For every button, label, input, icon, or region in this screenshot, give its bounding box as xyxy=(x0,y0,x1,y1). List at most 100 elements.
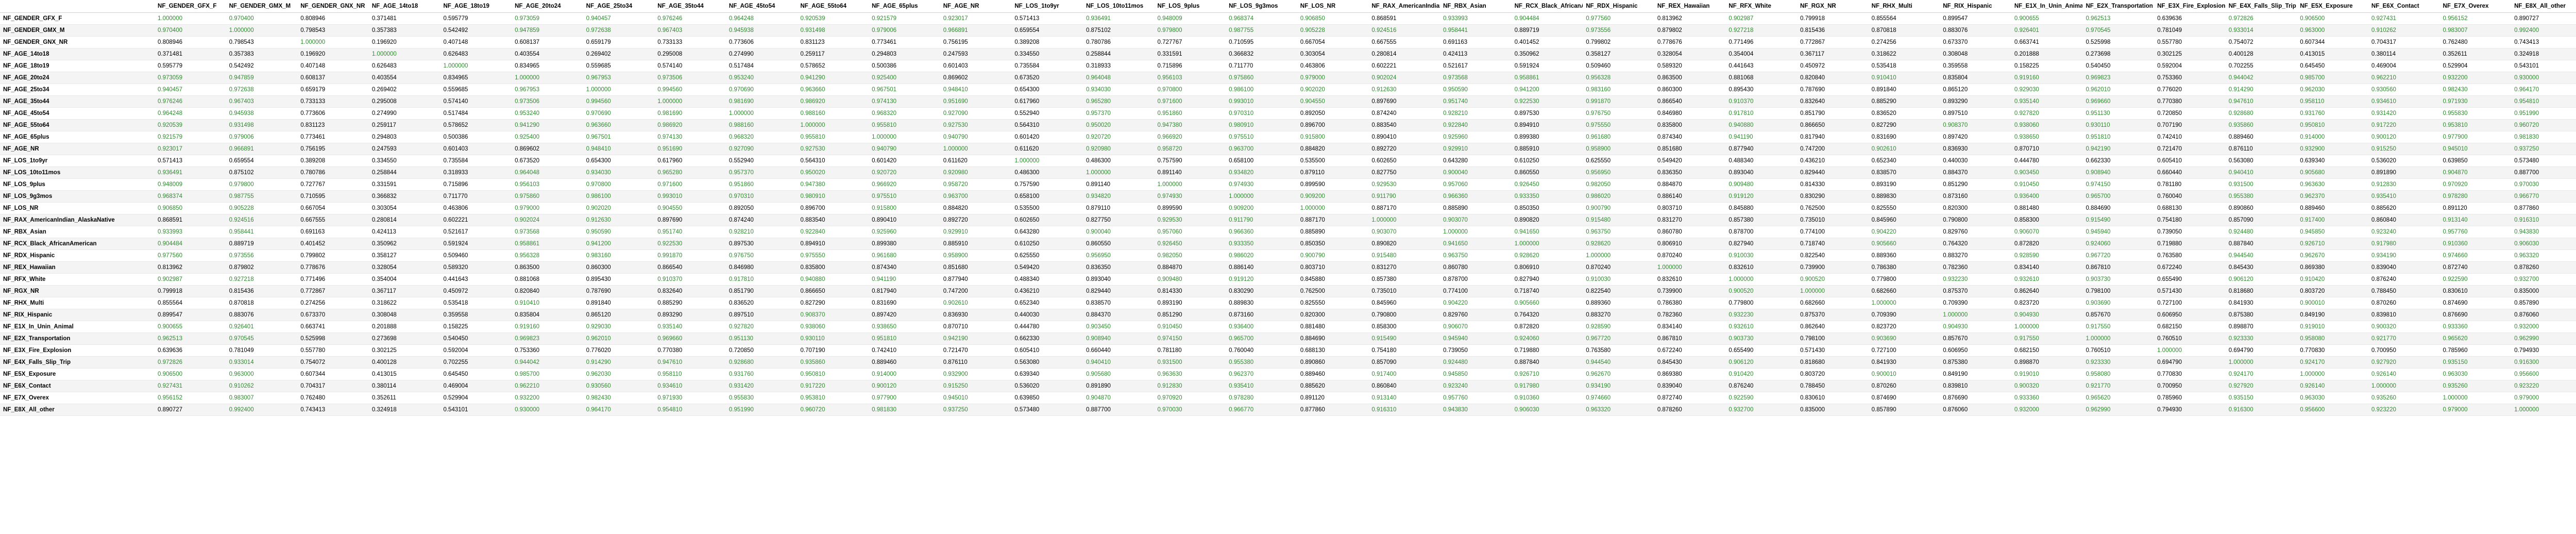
table-cell: 0.295008 xyxy=(654,48,726,60)
column-header[interactable]: NF_LOS_10to11mos xyxy=(1082,0,1155,13)
table-cell: 0.955380 xyxy=(2225,190,2297,203)
column-header[interactable]: NF_AGE_20to24 xyxy=(512,0,583,13)
table-cell: 0.774100 xyxy=(1439,285,1512,297)
table-cell: 1.000000 xyxy=(1868,297,1940,309)
table-cell: 0.798543 xyxy=(226,36,298,48)
table-cell: 0.866650 xyxy=(1797,119,1869,131)
table-cell: 0.960720 xyxy=(2511,119,2576,131)
table-cell: 0.258844 xyxy=(1082,48,1155,60)
column-header[interactable]: NF_E5X_Exposure xyxy=(2297,0,2368,13)
column-header[interactable]: NF_AGE_45to54 xyxy=(725,0,798,13)
column-header[interactable]: NF_RFX_White xyxy=(1725,0,1798,13)
column-header[interactable]: NF_AGE_65plus xyxy=(869,0,940,13)
table-cell: 0.986920 xyxy=(654,119,726,131)
table-cell: 0.890727 xyxy=(155,404,226,416)
table-cell: 0.911790 xyxy=(1226,214,1297,226)
table-cell: 0.753360 xyxy=(512,344,583,357)
column-header[interactable]: NF_RIX_Hispanic xyxy=(1940,0,2011,13)
table-cell: 0.900320 xyxy=(2368,321,2440,333)
column-header[interactable]: NF_E7X_Overex xyxy=(2439,0,2512,13)
table-cell: 0.874340 xyxy=(1654,131,1726,143)
table-cell: 0.855564 xyxy=(155,297,226,309)
column-header[interactable]: NF_RDX_Hispanic xyxy=(1583,0,1654,13)
row-header: NF_LOS_1to9yr xyxy=(0,155,155,167)
table-cell: 0.930000 xyxy=(2511,72,2576,84)
table-cell: 0.932900 xyxy=(2297,143,2368,155)
column-header[interactable]: NF_GENDER_GMX_M xyxy=(226,0,298,13)
column-header[interactable]: NF_GENDER_GFX_F xyxy=(155,0,226,13)
row-header: NF_E2X_Transportation xyxy=(0,332,155,345)
table-cell: 0.910030 xyxy=(1583,273,1654,286)
table-cell: 0.890727 xyxy=(2511,12,2576,25)
column-header[interactable]: NF_AGE_55to64 xyxy=(797,0,869,13)
table-cell: 0.875380 xyxy=(1940,356,2011,369)
column-header[interactable]: NF_E6X_Contact xyxy=(2368,0,2440,13)
column-header[interactable]: NF_E8X_All_other xyxy=(2511,0,2576,13)
table-cell: 0.991870 xyxy=(654,249,726,262)
table-cell: 0.529904 xyxy=(440,392,512,404)
table-cell: 0.535500 xyxy=(1011,202,1083,214)
column-header[interactable]: NF_LOS_1to9yr xyxy=(1011,0,1083,13)
column-header[interactable]: NF_E1X_In_Unin_Animal xyxy=(2011,0,2083,13)
table-cell: 0.924170 xyxy=(2297,356,2368,369)
table-cell: 0.899380 xyxy=(869,238,940,250)
table-cell: 0.957760 xyxy=(2439,226,2512,238)
column-header[interactable]: NF_AGE_14to18 xyxy=(368,0,440,13)
table-cell: 0.845880 xyxy=(1297,273,1369,286)
table-cell: 0.780786 xyxy=(1082,36,1155,48)
table-cell: 0.910360 xyxy=(1511,392,1583,404)
column-header[interactable]: NF_AGE_25to34 xyxy=(583,0,655,13)
table-cell: 0.965620 xyxy=(2439,332,2512,345)
table-cell: 0.760040 xyxy=(2154,190,2226,203)
column-header[interactable]: NF_AGE_18to19 xyxy=(440,0,512,13)
table-cell: 0.954810 xyxy=(2511,95,2576,108)
column-header[interactable]: NF_LOS_9g3mos xyxy=(1226,0,1297,13)
column-header[interactable]: NF_AGE_NR xyxy=(940,0,1012,13)
table-cell: 0.914290 xyxy=(583,356,655,369)
table-cell: 0.967501 xyxy=(583,131,655,143)
table-cell: 0.957060 xyxy=(1439,178,1512,191)
table-cell: 0.974930 xyxy=(1226,178,1297,191)
table-cell: 0.931498 xyxy=(226,119,298,131)
table-cell: 0.934190 xyxy=(2368,249,2440,262)
table-cell: 0.839040 xyxy=(2368,261,2440,274)
table-cell: 0.992400 xyxy=(226,404,298,416)
column-header[interactable]: NF_RHX_Multi xyxy=(1868,0,1940,13)
column-header[interactable]: NF_RGX_NR xyxy=(1797,0,1869,13)
column-header[interactable]: NF_RBX_Asian xyxy=(1439,0,1512,13)
column-header[interactable]: NF_RCX_Black_AfricanAmerican xyxy=(1511,0,1583,13)
table-cell: 0.921579 xyxy=(869,12,940,25)
table-cell: 0.912630 xyxy=(583,214,655,226)
table-cell: 0.841930 xyxy=(2225,297,2297,309)
column-header[interactable]: NF_RAX_AmericanIndian_AlaskaNative xyxy=(1368,0,1440,13)
column-header[interactable]: NF_E2X_Transportation xyxy=(2082,0,2155,13)
table-cell: 1.000000 xyxy=(1082,166,1155,179)
table-cell: 0.902987 xyxy=(1725,12,1798,25)
column-header[interactable]: NF_LOS_NR xyxy=(1297,0,1369,13)
column-header[interactable]: NF_GENDER_GNX_NR xyxy=(297,0,369,13)
table-cell: 0.639340 xyxy=(2297,155,2368,167)
table-cell: 0.573480 xyxy=(2511,155,2576,167)
table-cell: 0.747200 xyxy=(940,285,1012,297)
column-header[interactable]: NF_REX_Hawaiian xyxy=(1654,0,1726,13)
table-cell: 0.933350 xyxy=(1226,238,1297,250)
table-cell: 0.835804 xyxy=(1940,72,2011,84)
table-cell: 0.525998 xyxy=(297,332,369,345)
table-cell: 0.700950 xyxy=(2368,344,2440,357)
table-cell: 0.947610 xyxy=(654,356,726,369)
table-cell: 0.424113 xyxy=(368,226,440,238)
table-cell: 0.358127 xyxy=(1583,48,1654,60)
table-cell: 1.000000 xyxy=(2225,356,2297,369)
column-header[interactable]: NF_LOS_9plus xyxy=(1154,0,1226,13)
column-header[interactable]: NF_E3X_Fire_Explosion xyxy=(2154,0,2226,13)
table-cell: 0.893040 xyxy=(1725,166,1798,179)
table-cell: 0.885620 xyxy=(1297,380,1369,392)
table-cell: 0.904220 xyxy=(1439,297,1512,309)
table-cell: 0.834965 xyxy=(440,72,512,84)
table-cell: 0.781180 xyxy=(2154,178,2226,191)
column-header[interactable]: NF_AGE_35to44 xyxy=(654,0,726,13)
table-cell: 0.608137 xyxy=(297,72,369,84)
table-cell: 0.334550 xyxy=(1011,48,1083,60)
table-cell: 0.897420 xyxy=(869,309,940,321)
column-header[interactable]: NF_E4X_Falls_Slip_Trip xyxy=(2225,0,2297,13)
